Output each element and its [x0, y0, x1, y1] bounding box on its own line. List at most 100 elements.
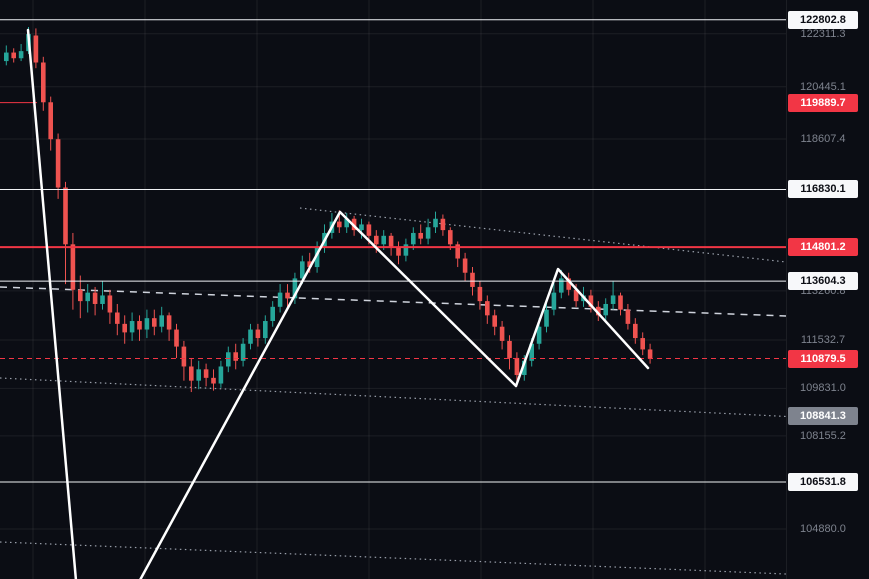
candle — [78, 275, 83, 319]
trend-line[interactable] — [0, 286, 786, 317]
candle-body — [507, 340, 512, 358]
candle — [226, 346, 231, 373]
candle — [477, 281, 483, 310]
candle-body — [603, 303, 608, 316]
candle — [462, 252, 468, 282]
candle-body — [92, 292, 98, 304]
price-level-label[interactable]: 106531.8 — [788, 473, 858, 492]
price-axis[interactable]: 122802.8 122311.3 120445.1 119889.7 118607.4… — [786, 0, 869, 579]
candle-body — [588, 295, 594, 307]
candle — [440, 214, 446, 236]
candle-body — [33, 35, 39, 63]
candle — [277, 284, 283, 313]
trend-line[interactable] — [0, 541, 786, 575]
candle — [107, 289, 113, 324]
candle — [270, 301, 275, 327]
candle — [203, 363, 209, 387]
candle-body — [381, 235, 386, 245]
candle — [48, 96, 53, 151]
candle — [11, 48, 16, 63]
candle-body — [522, 360, 527, 375]
price-grid-label: 111532.7 — [800, 333, 846, 346]
candle — [618, 292, 623, 316]
price-grid-label: 109831.0 — [800, 382, 846, 395]
candle-body — [100, 295, 105, 304]
zigzag-drawing[interactable] — [121, 210, 650, 579]
candle — [33, 28, 39, 69]
candle — [263, 315, 268, 344]
candle — [166, 312, 172, 341]
candle-body — [499, 326, 505, 341]
current-price-label[interactable]: 110879.5 — [788, 349, 858, 368]
candle — [551, 281, 557, 316]
candle-body — [285, 292, 290, 299]
price-grid-label: 122311.3 — [800, 27, 846, 40]
candle — [181, 340, 187, 381]
candlestick-chart[interactable] — [0, 0, 786, 579]
candle-body — [70, 244, 76, 290]
candle-body — [596, 306, 601, 316]
candle-body — [573, 289, 579, 302]
candle — [418, 224, 423, 245]
candle — [159, 306, 164, 333]
candle-body — [78, 289, 83, 302]
candle-body — [433, 218, 438, 228]
candle-body — [122, 323, 127, 333]
price-level-label[interactable]: 113604.3 — [788, 272, 858, 291]
price-level-label[interactable]: 122802.8 — [788, 10, 858, 29]
candle — [115, 303, 120, 336]
candle-body — [85, 292, 90, 302]
candle-body — [514, 357, 520, 375]
candle-body — [240, 343, 246, 361]
candle-body — [396, 247, 401, 256]
candle-body — [226, 352, 231, 367]
candle-body — [403, 244, 409, 256]
candle — [596, 301, 601, 322]
candle — [588, 289, 594, 313]
candle-body — [618, 295, 623, 310]
candle — [425, 218, 431, 245]
candle — [189, 357, 194, 393]
candle — [566, 272, 571, 296]
candle-body — [640, 338, 645, 350]
candle-body — [455, 244, 460, 259]
candle-body — [41, 62, 46, 103]
candle — [233, 343, 238, 370]
candle — [92, 286, 98, 316]
candle-body — [255, 329, 261, 339]
candle — [647, 343, 653, 364]
candle — [218, 360, 224, 388]
price-level-label[interactable]: 119889.7 — [788, 93, 858, 112]
candle — [85, 284, 90, 313]
price-level-label[interactable]: 108841.3 — [788, 407, 858, 426]
candle — [70, 232, 76, 310]
candle-body — [625, 309, 631, 324]
price-level-label[interactable]: 114801.2 — [788, 238, 858, 257]
candle — [544, 301, 549, 333]
candle — [610, 281, 616, 310]
candle — [285, 284, 290, 307]
candle — [255, 323, 261, 347]
candle — [388, 232, 394, 256]
candle — [403, 238, 409, 262]
trend-line[interactable] — [299, 207, 786, 263]
candle-body — [152, 318, 157, 327]
price-grid-label: 118607.4 — [800, 132, 846, 145]
price-grid-label: 104880.0 — [800, 522, 846, 535]
candle-body — [270, 306, 275, 322]
candle-body — [418, 232, 423, 239]
trend-line[interactable] — [0, 377, 786, 418]
zigzag-drawing[interactable] — [26, 28, 79, 579]
candle-body — [300, 261, 305, 279]
price-grid-label: 120445.1 — [800, 80, 846, 93]
candle-body — [566, 278, 571, 290]
price-level-label[interactable]: 116830.1 — [788, 180, 858, 199]
candle — [433, 211, 438, 233]
candle-body — [115, 312, 120, 324]
candle — [41, 56, 46, 111]
candle-body — [107, 295, 113, 313]
candle — [137, 315, 142, 341]
candle-body — [189, 366, 194, 381]
candle-body — [263, 321, 268, 339]
